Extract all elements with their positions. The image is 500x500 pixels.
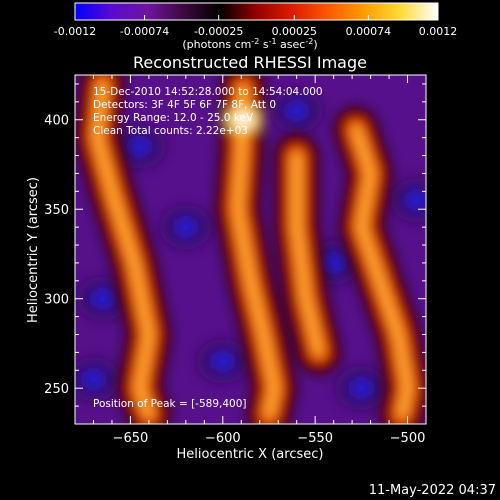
negative-core — [351, 379, 372, 398]
colorbar: -0.0012 -0.00074 -0.00025 0.00025 0.00074 0.0… — [54, 2, 457, 51]
negative-core — [175, 218, 196, 237]
info-detectors: Detectors: 3F 4F 5F 6F 7F 8F, Att 0 — [93, 99, 276, 111]
observation-info: 15-Dec-2010 14:52:28.000 to 14:54:04.000… — [93, 86, 323, 410]
mid-right-ridge — [293, 152, 322, 356]
colorbar-tick-label: -0.00074 — [120, 25, 169, 38]
peak-core — [234, 112, 253, 127]
colorbar-frame — [74, 2, 439, 21]
y-tick-label: 400 — [44, 114, 69, 129]
info-time-range: 15-Dec-2010 14:52:28.000 to 14:54:04.000 — [93, 86, 323, 98]
negative-core — [286, 101, 307, 120]
center-ridge — [234, 84, 278, 419]
left-ridge — [94, 80, 152, 419]
y-axis-label: Heliocentric Y (arcsec) — [26, 177, 41, 323]
colorbar-tick-label: 0.00074 — [346, 25, 392, 38]
negative-core — [212, 352, 233, 371]
colorbar-tick-label: 0.00025 — [272, 25, 318, 38]
right-ridge — [352, 125, 411, 419]
negative-core — [83, 370, 104, 389]
info-energy-range: Energy Range: 12.0 - 25.0 keV — [93, 112, 254, 124]
negative-core — [323, 253, 344, 272]
heatmap — [75, 75, 426, 424]
colorbar-tick-label: 0.0012 — [419, 25, 458, 38]
y-tick-label: 350 — [44, 203, 69, 218]
colorbar-ticks: -0.0012 -0.00074 -0.00025 0.00025 0.00074 0.0… — [54, 15, 457, 38]
y-tick-label: 300 — [44, 293, 69, 308]
bright-ridges — [75, 75, 426, 424]
x-tick-label: −500 — [390, 431, 426, 446]
y-tick-label: 250 — [44, 382, 69, 397]
info-total-counts: Clean Total counts: 2.22e+03 — [93, 125, 248, 137]
x-tick-label: −650 — [113, 431, 149, 446]
negative-core — [129, 137, 150, 156]
peak-position-label: Position of Peak = [-589,400] — [93, 398, 247, 410]
negative-core — [92, 289, 113, 308]
colorbar-tick-label: -0.00025 — [194, 25, 243, 38]
x-tick-label: −550 — [297, 431, 333, 446]
colorbar-swatch — [75, 3, 438, 20]
colorbar-tick-label: -0.0012 — [54, 25, 96, 38]
colorbar-units: (photons cm-2 s-1 asec-2) — [182, 37, 317, 51]
negative-core — [406, 191, 426, 210]
x-axis-ticks: −650 −600 −550 −500 — [74, 75, 427, 446]
plot-title: Reconstructed RHESSI Image — [133, 53, 367, 72]
timestamp: 11-May-2022 04:37 — [369, 483, 496, 498]
x-axis-label: Heliocentric X (arcsec) — [177, 447, 324, 462]
y-axis-ticks: 250 300 350 400 — [44, 83, 426, 425]
x-tick-label: −600 — [205, 431, 241, 446]
plot-frame — [74, 74, 427, 425]
